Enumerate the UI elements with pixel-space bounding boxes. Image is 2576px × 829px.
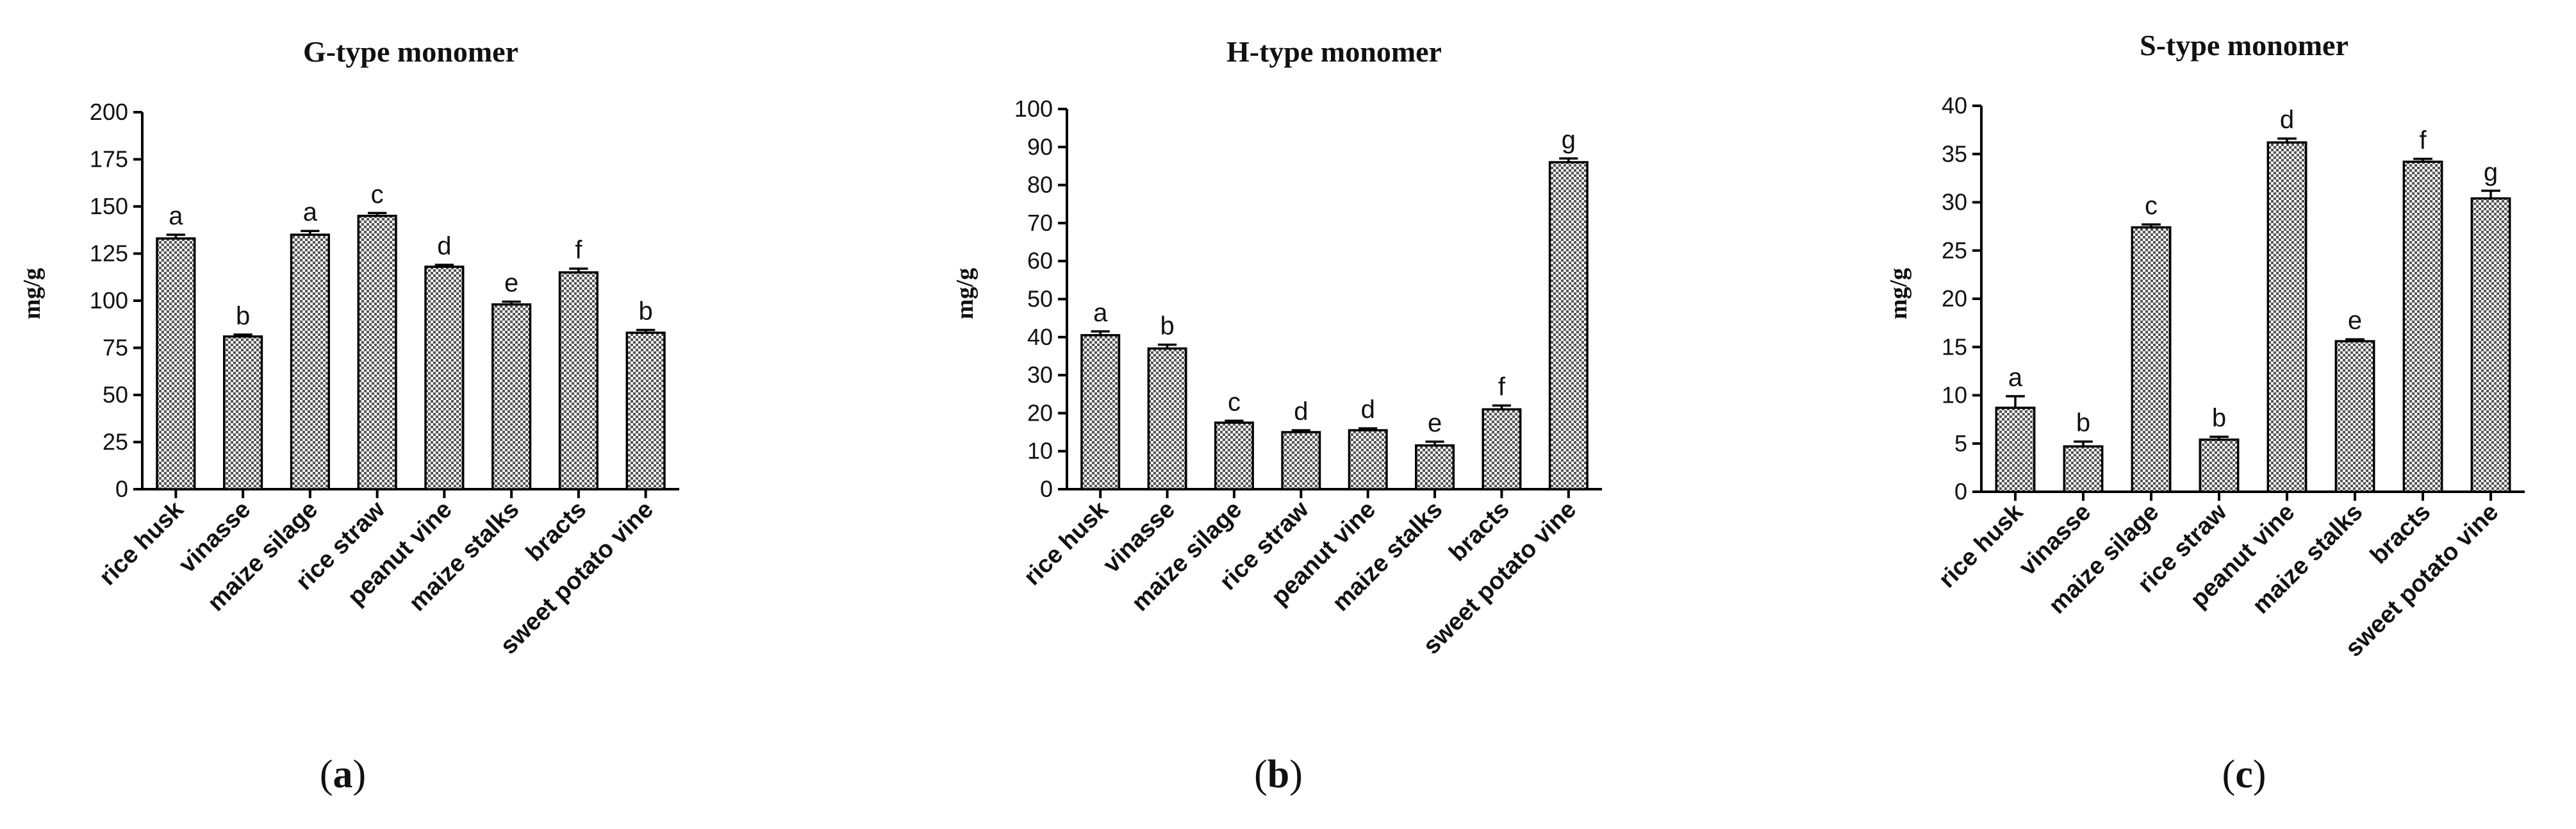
- y-tick-label: 125: [90, 240, 128, 267]
- bar: [491, 303, 532, 490]
- y-tick-label: 25: [1942, 237, 1967, 264]
- y-tick-label: 50: [103, 381, 128, 408]
- panel-letter: b: [1267, 753, 1289, 796]
- bar: [290, 233, 330, 490]
- y-tick-label: 200: [90, 99, 128, 125]
- y-tick-label: 50: [1027, 286, 1053, 312]
- y-tick-label: 35: [1942, 140, 1967, 167]
- y-tick-label: 175: [90, 146, 128, 172]
- chart-title: G-type monomer: [303, 35, 518, 68]
- y-tick-label: 10: [1942, 382, 1967, 408]
- significance-label: d: [1294, 398, 1308, 426]
- y-tick-label: 0: [1040, 476, 1053, 502]
- significance-label: b: [639, 297, 653, 326]
- y-tick-label: 20: [1942, 285, 1967, 312]
- y-tick-label: 20: [1027, 399, 1053, 426]
- x-tick-label: rice husk: [1019, 496, 1114, 590]
- y-tick-label: 80: [1027, 172, 1053, 198]
- y-tick-label: 100: [90, 287, 128, 314]
- y-tick-label: 40: [1027, 324, 1053, 350]
- bar: [2334, 340, 2375, 493]
- significance-label: a: [169, 202, 183, 230]
- significance-label: b: [1160, 312, 1174, 340]
- panel-letter: a: [333, 753, 353, 796]
- bar: [625, 331, 666, 490]
- significance-label: e: [504, 269, 518, 297]
- significance-label: f: [1498, 373, 1506, 401]
- y-tick-label: 25: [103, 429, 128, 455]
- significance-label: e: [1428, 409, 1442, 437]
- significance-label: b: [2212, 404, 2226, 432]
- chart-panel-c: S-type monomer mg/g 0 5 10 15 20 25 30 35 40 a ric…: [1885, 29, 2525, 796]
- significance-label: f: [575, 236, 582, 264]
- significance-label: g: [2484, 158, 2498, 186]
- bar: [1147, 347, 1187, 490]
- y-tick-label: 75: [103, 335, 128, 361]
- chart-panel-b: H-type monomer mg/g 0 10 20 30 40 50 60 70 80 90 1…: [952, 35, 1602, 796]
- y-axis-label: mg/g: [952, 268, 978, 319]
- y-tick-label: 90: [1027, 133, 1053, 160]
- y-tick-label: 10: [1027, 438, 1053, 464]
- significance-label: b: [236, 302, 250, 330]
- significance-label: a: [303, 198, 318, 226]
- y-tick-label: 60: [1027, 247, 1053, 274]
- y-tick-label: 30: [1942, 189, 1967, 215]
- bar: [1548, 161, 1589, 490]
- bar: [223, 335, 263, 490]
- significance-label: c: [1228, 388, 1241, 416]
- bar: [2402, 160, 2443, 493]
- significance-label: e: [2348, 306, 2362, 335]
- bar: [424, 265, 465, 490]
- y-tick-label: 15: [1942, 333, 1967, 360]
- bar: [558, 271, 599, 490]
- bar: [1995, 406, 2036, 493]
- panel-label: (c): [2222, 753, 2266, 796]
- significance-label: a: [2008, 364, 2023, 392]
- y-tick-label: 30: [1027, 362, 1053, 388]
- bar: [1214, 421, 1254, 490]
- bar: [2199, 438, 2240, 493]
- bar: [1415, 444, 1455, 490]
- panel-letter: c: [2235, 753, 2253, 796]
- x-tick-label: rice husk: [1934, 498, 2029, 593]
- y-axis-label: mg/g: [1885, 268, 1912, 319]
- chart-title: H-type monomer: [1226, 35, 1442, 68]
- bar: [2063, 445, 2104, 493]
- bar: [2470, 197, 2511, 493]
- x-tick-label: rice husk: [94, 496, 189, 590]
- significance-label: c: [371, 180, 384, 208]
- panel-label: (b): [1254, 753, 1303, 796]
- chart-panel-a: G-type monomer mg/g 0 25 50 75 100 125 150 175 2…: [19, 35, 679, 796]
- bar: [156, 237, 196, 490]
- panel-label: (a): [320, 753, 366, 796]
- y-tick-label: 70: [1027, 210, 1053, 236]
- y-tick-label: 0: [115, 476, 128, 502]
- bar: [2131, 226, 2172, 493]
- y-tick-label: 100: [1014, 96, 1053, 122]
- significance-label: a: [1093, 299, 1108, 327]
- significance-label: b: [2076, 409, 2090, 437]
- bar: [1080, 334, 1121, 490]
- significance-label: f: [2419, 126, 2427, 155]
- y-tick-label: 40: [1942, 92, 1967, 119]
- bar: [1482, 408, 1522, 490]
- bar: [1348, 429, 1388, 490]
- bar: [2266, 141, 2308, 493]
- significance-label: c: [2145, 192, 2158, 220]
- significance-label: d: [1361, 396, 1375, 424]
- y-tick-label: 150: [90, 193, 128, 219]
- y-tick-label: 5: [1954, 430, 1967, 456]
- significance-label: d: [437, 232, 451, 260]
- chart-title: S-type monomer: [2140, 29, 2349, 62]
- bar: [1281, 431, 1321, 490]
- y-tick-label: 0: [1954, 478, 1967, 505]
- bar: [357, 214, 397, 490]
- significance-label: g: [1562, 126, 1576, 154]
- y-axis-label: mg/g: [19, 268, 45, 319]
- significance-label: d: [2280, 106, 2294, 134]
